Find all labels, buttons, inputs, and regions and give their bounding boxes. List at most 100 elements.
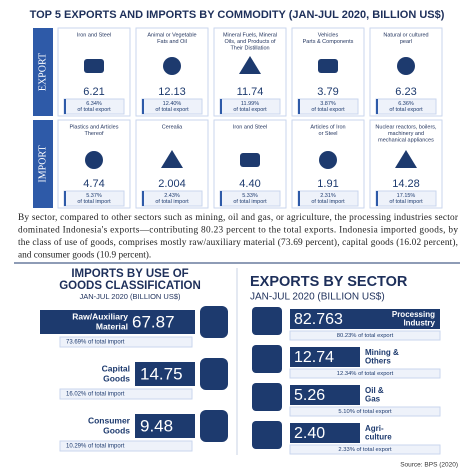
card-name: Articles of Iron	[310, 124, 345, 130]
card-name: Plastics and Articles	[70, 124, 119, 130]
share-accent	[220, 99, 222, 114]
card-name: or Steel	[319, 131, 338, 137]
card-share: 3.87%	[320, 101, 336, 107]
card-note: of total import	[77, 199, 111, 205]
item-name: Industry	[403, 319, 435, 328]
value-bar	[290, 309, 440, 329]
card-value: 6.21	[83, 86, 104, 98]
card-share: 6.36%	[398, 101, 414, 107]
item-name: Material	[96, 321, 128, 331]
card-value: 2.004	[158, 178, 186, 190]
item-name: Mining &	[365, 348, 399, 357]
share-accent	[220, 191, 222, 206]
section-title: EXPORTS BY SECTOR	[250, 274, 408, 290]
icon	[252, 383, 282, 411]
value-bar	[290, 385, 360, 405]
item-value: 5.26	[294, 387, 325, 404]
share-accent	[142, 191, 144, 206]
card-value: 6.23	[395, 86, 416, 98]
card-share: 5.37%	[86, 193, 102, 199]
item-value: 67.87	[132, 312, 175, 331]
card-note: of total import	[155, 199, 189, 205]
card-note: of total export	[311, 107, 345, 113]
card-value: 4.74	[83, 178, 104, 190]
section-title: GOODS CLASSIFICATION	[59, 280, 201, 292]
card-name: pearl	[400, 39, 412, 45]
card-name: Thereof	[85, 131, 104, 137]
card-note: of total export	[77, 107, 111, 113]
share-box	[289, 368, 441, 379]
card-share: 6.34%	[86, 101, 102, 107]
paragraph-line: dominated Indonesia's exports—contributi…	[18, 226, 458, 236]
paragraph-line: the class of use of goods, comprises mos…	[18, 237, 458, 248]
icon	[240, 153, 260, 167]
card-name: Nuclear reactors, boilers,	[375, 124, 437, 130]
icon	[252, 421, 282, 449]
icon	[319, 151, 337, 169]
card-share: 2.43%	[164, 193, 180, 199]
share-accent	[376, 99, 378, 114]
card-share: 17.15%	[397, 193, 416, 199]
card-value: 1.91	[317, 178, 338, 190]
share-accent	[298, 191, 300, 206]
share-accent	[298, 99, 300, 114]
card-name: machinery and	[388, 131, 424, 137]
item-name: Goods	[103, 425, 130, 435]
card-note: of total export	[155, 107, 189, 113]
item-value: 12.74	[294, 349, 334, 366]
source: Source: BPS (2020)	[400, 462, 458, 469]
card-value: 11.74	[237, 86, 264, 98]
card-name: Iron and Steel	[233, 124, 267, 130]
card-name: Natural or cultured	[383, 32, 428, 38]
value-bar	[290, 347, 360, 367]
value-bar	[135, 414, 195, 438]
card-name: Mineral Fuels, Mineral	[223, 32, 277, 38]
icon	[397, 57, 415, 75]
item-value: 9.48	[140, 416, 173, 435]
share-accent	[376, 191, 378, 206]
title: TOP 5 EXPORTS AND IMPORTS BY COMMODITY (…	[30, 9, 445, 21]
card-share: 5.33%	[242, 193, 258, 199]
row-label-box	[33, 28, 53, 116]
share-box	[59, 336, 193, 348]
paragraph-line: By sector, compared to other sectors suc…	[18, 213, 459, 223]
item-name: Capital	[102, 363, 130, 373]
share-box	[289, 406, 441, 417]
card-name: Parts & Components	[303, 39, 354, 45]
item-name: Agri-	[365, 424, 384, 433]
item-share: 73.69% of total import	[66, 340, 125, 346]
card-name: Fats and Oil	[157, 39, 187, 45]
item-value: 2.40	[294, 425, 325, 442]
card-name: mechanical appliances	[378, 137, 434, 143]
item-name: Raw/Auxiliary	[72, 311, 128, 321]
icon	[252, 345, 282, 373]
item-share: 80.23% of total export	[337, 333, 394, 339]
item-share: 5.10% of total export	[338, 409, 392, 415]
icon	[200, 306, 228, 338]
icon	[239, 56, 261, 74]
share-box	[59, 388, 193, 400]
item-name: Processing	[392, 310, 435, 319]
item-name: Gas	[365, 395, 381, 404]
row-label: EXPORT	[37, 53, 48, 91]
section-subtitle: JAN-JUL 2020 (BILLION US$)	[250, 292, 385, 303]
card-value: 14.28	[392, 178, 420, 190]
card-name: Vehicles	[318, 32, 339, 38]
icon	[318, 59, 338, 73]
section-subtitle: JAN-JUL 2020 (BILLION US$)	[79, 292, 181, 301]
card-name: Iron and Steel	[77, 32, 111, 38]
card-note: of total export	[389, 107, 423, 113]
section-title: IMPORTS BY USE OF	[71, 268, 188, 280]
icon	[161, 150, 183, 168]
item-share: 12.34% of total export	[337, 371, 394, 377]
item-value: 14.75	[140, 364, 183, 383]
card-name: Animal or Vegetable	[147, 32, 196, 38]
value-bar	[40, 310, 195, 334]
item-name: culture	[365, 433, 392, 442]
icon	[84, 59, 104, 73]
row-label: IMPORT	[37, 145, 48, 182]
item-name: Consumer	[88, 415, 131, 425]
value-bar	[135, 362, 195, 386]
icon	[200, 410, 228, 442]
